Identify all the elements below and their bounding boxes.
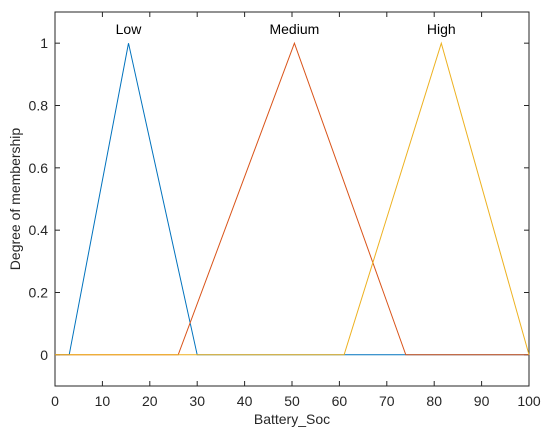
x-tick-label: 30 xyxy=(189,393,205,409)
x-tick-label: 20 xyxy=(142,393,158,409)
series-label-high: High xyxy=(427,21,456,37)
series-label-low: Low xyxy=(116,21,143,37)
plot-area xyxy=(54,11,530,387)
x-tick-label: 100 xyxy=(517,393,541,409)
x-axis-label: Battery_Soc xyxy=(254,411,330,427)
series-label-medium: Medium xyxy=(269,21,319,37)
y-tick-label: 0.6 xyxy=(29,160,49,176)
x-tick-label: 80 xyxy=(426,393,442,409)
x-axis-ticks: 0 10 20 30 40 50 60 70 80 90 100 xyxy=(51,12,541,409)
y-tick-label: 0.4 xyxy=(29,222,49,238)
y-tick-label: 0 xyxy=(40,347,48,363)
y-axis-ticks: 0 0.2 0.4 0.6 0.8 1 xyxy=(29,35,529,363)
y-tick-label: 1 xyxy=(40,35,48,51)
x-tick-label: 70 xyxy=(379,393,395,409)
x-tick-label: 90 xyxy=(474,393,490,409)
series-line-high xyxy=(55,41,530,356)
x-tick-label: 0 xyxy=(51,393,59,409)
x-tick-label: 60 xyxy=(332,393,348,409)
series-labels: Low Medium High xyxy=(116,21,456,37)
y-tick-label: 0.8 xyxy=(29,98,49,114)
series-lines xyxy=(55,41,530,356)
x-tick-label: 50 xyxy=(284,393,300,409)
y-tick-label: 0.2 xyxy=(29,285,49,301)
y-axis-label: Degree of membership xyxy=(7,128,23,271)
x-tick-label: 40 xyxy=(237,393,253,409)
x-tick-label: 10 xyxy=(95,393,111,409)
